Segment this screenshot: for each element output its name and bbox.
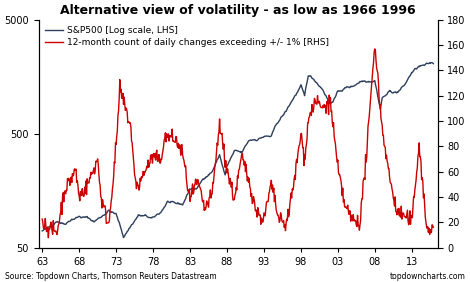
12-month count of daily changes exceeding +/- 1% [RHS] (42, 217, 48, 220)
S&P500 [Log scale, LHS] (429, 61, 434, 64)
12-month count of daily changes exceeding +/- 1% [RHS] (368, 97, 373, 100)
Legend: S&P500 [Log scale, LHS], 12-month count of daily changes exceeding +/- 1% [RHS]: S&P500 [Log scale, LHS], 12-month count … (43, 24, 331, 49)
Text: Source: Topdown Charts, Thomson Reuters Datastream: Source: Topdown Charts, Thomson Reuters … (5, 272, 216, 281)
12-month count of daily changes exceeding +/- 1% [RHS] (431, 226, 436, 229)
S&P500 [Log scale, LHS] (121, 236, 126, 239)
S&P500 [Log scale, LHS] (431, 62, 436, 65)
S&P500 [Log scale, LHS] (166, 201, 172, 204)
12-month count of daily changes exceeding +/- 1% [RHS] (281, 219, 286, 222)
S&P500 [Log scale, LHS] (281, 113, 286, 116)
12-month count of daily changes exceeding +/- 1% [RHS] (166, 139, 172, 143)
12-month count of daily changes exceeding +/- 1% [RHS] (372, 47, 377, 51)
Text: topdowncharts.com: topdowncharts.com (390, 272, 465, 281)
12-month count of daily changes exceeding +/- 1% [RHS] (371, 50, 377, 54)
12-month count of daily changes exceeding +/- 1% [RHS] (151, 152, 157, 155)
Line: 12-month count of daily changes exceeding +/- 1% [RHS]: 12-month count of daily changes exceedin… (42, 49, 433, 238)
S&P500 [Log scale, LHS] (151, 215, 157, 219)
12-month count of daily changes exceeding +/- 1% [RHS] (39, 217, 45, 221)
S&P500 [Log scale, LHS] (42, 227, 48, 231)
S&P500 [Log scale, LHS] (39, 229, 45, 233)
12-month count of daily changes exceeding +/- 1% [RHS] (46, 236, 51, 239)
S&P500 [Log scale, LHS] (371, 80, 377, 83)
Line: S&P500 [Log scale, LHS]: S&P500 [Log scale, LHS] (42, 63, 433, 238)
Title: Alternative view of volatility - as low as 1966 1996: Alternative view of volatility - as low … (60, 4, 416, 17)
S&P500 [Log scale, LHS] (368, 80, 373, 84)
